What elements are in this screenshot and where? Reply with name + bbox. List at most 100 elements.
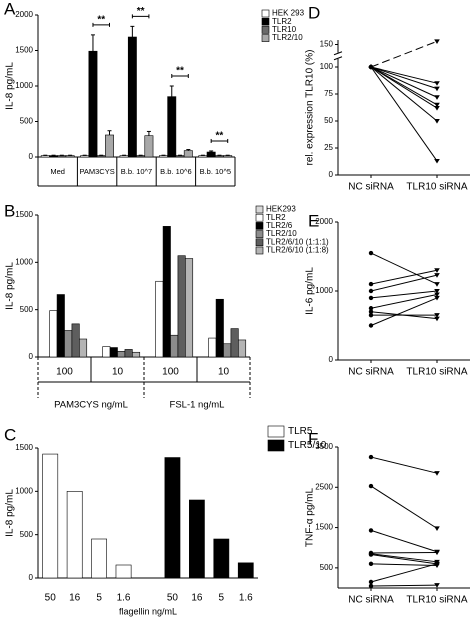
y-tick-label: 50 (324, 116, 333, 125)
bar (206, 151, 216, 158)
group-label: FSL-1 ng/mL (170, 400, 225, 411)
x-tick-label: 16 (69, 593, 81, 604)
pair-line (370, 66, 438, 162)
pair-line (370, 485, 438, 529)
x-tick-label: 5 (219, 593, 225, 604)
legend-swatch (261, 34, 270, 42)
point (368, 309, 374, 314)
axis-break (334, 52, 342, 59)
pair-line (370, 563, 438, 583)
point (368, 281, 374, 287)
y-tick-label: 0 (29, 152, 34, 161)
point (368, 323, 374, 328)
pair-line (370, 66, 438, 98)
point (368, 552, 374, 557)
bar (80, 155, 90, 158)
legend-swatch (261, 17, 270, 26)
point (434, 86, 440, 92)
pair-line (370, 66, 438, 122)
bar (124, 349, 133, 358)
y-tick-label: 1500 (15, 46, 33, 55)
bar (42, 453, 59, 579)
bar (66, 491, 83, 579)
point (368, 454, 374, 460)
x-tick-label: 1.6 (117, 593, 131, 604)
bar (183, 150, 193, 158)
x-tick-label: Med (50, 167, 65, 176)
bar (49, 310, 58, 358)
point (434, 95, 440, 100)
y-tick-label: 500 (20, 305, 34, 314)
pair-line (370, 293, 438, 309)
x-tick-label: 10 (112, 367, 124, 378)
bar (223, 155, 233, 158)
y-tick-label: 0 (29, 352, 34, 361)
y-tick-label: 2000 (315, 217, 333, 226)
x-tick-label: 10 (218, 367, 230, 378)
pair-line (370, 554, 438, 565)
y-tick-label: 150 (320, 40, 334, 49)
bar (177, 255, 186, 358)
bar (136, 155, 146, 158)
panel-label: D (308, 3, 320, 22)
point (434, 583, 440, 588)
legend-label: TLR2 (272, 17, 292, 26)
x-tick-label: NC siRNA (348, 367, 394, 378)
legend-swatch (261, 9, 270, 18)
bar (175, 155, 185, 158)
x-tick-label: TLR10 siRNA (406, 367, 467, 378)
point (434, 316, 440, 322)
bar (167, 96, 177, 158)
bar (144, 135, 154, 158)
axis-break-mark (333, 56, 343, 61)
bar (64, 330, 73, 358)
y-tick-label: 25 (324, 143, 333, 152)
y-tick-label: 2000 (15, 10, 33, 19)
bar (198, 155, 208, 158)
pair-line (370, 529, 438, 553)
y-axis-label: IL-8 pg/mL (5, 262, 16, 310)
y-tick-label: 3500 (315, 442, 333, 451)
point (368, 250, 374, 256)
bar (117, 351, 126, 358)
point (434, 158, 440, 164)
y-axis-label: IL-6 pg/mL (305, 267, 316, 315)
x-axis-label: flagellin ng/mL (119, 606, 177, 616)
panel-label: B (4, 201, 15, 220)
x-tick-label: 5 (96, 593, 102, 604)
point (368, 483, 374, 489)
annotation: ** (97, 15, 105, 26)
pair-line (370, 274, 438, 292)
annotation: ** (216, 131, 224, 142)
point (434, 282, 440, 287)
point (434, 268, 440, 273)
bar (213, 538, 230, 579)
bar (238, 339, 247, 358)
bar (79, 338, 88, 358)
y-tick-label: 0 (29, 573, 34, 582)
legend-swatch (255, 205, 264, 214)
pair-line (370, 269, 438, 285)
point (434, 526, 440, 531)
y-axis-label: TNF-α pg/mL (305, 488, 316, 548)
annotation: ** (176, 66, 184, 77)
bar (91, 538, 107, 579)
pair-line (370, 290, 438, 299)
point (434, 102, 440, 108)
y-tick-label: 1000 (315, 286, 333, 295)
legend-swatch (261, 26, 270, 34)
x-tick-label: NC siRNA (348, 182, 394, 193)
group-label: PAM3CYS ng/mL (54, 400, 128, 411)
y-tick-label: 1500 (15, 443, 33, 452)
y-tick-label: 1500 (15, 210, 33, 219)
pair-line (370, 66, 438, 90)
point (434, 471, 440, 476)
x-tick-label: TLR10 siRNA (406, 595, 467, 606)
bar (237, 562, 254, 579)
point (368, 306, 374, 311)
bar (164, 457, 181, 579)
legend-swatch (255, 222, 264, 230)
point (434, 295, 440, 301)
point (434, 81, 440, 86)
legend-label: TLR2/10 (266, 229, 297, 238)
